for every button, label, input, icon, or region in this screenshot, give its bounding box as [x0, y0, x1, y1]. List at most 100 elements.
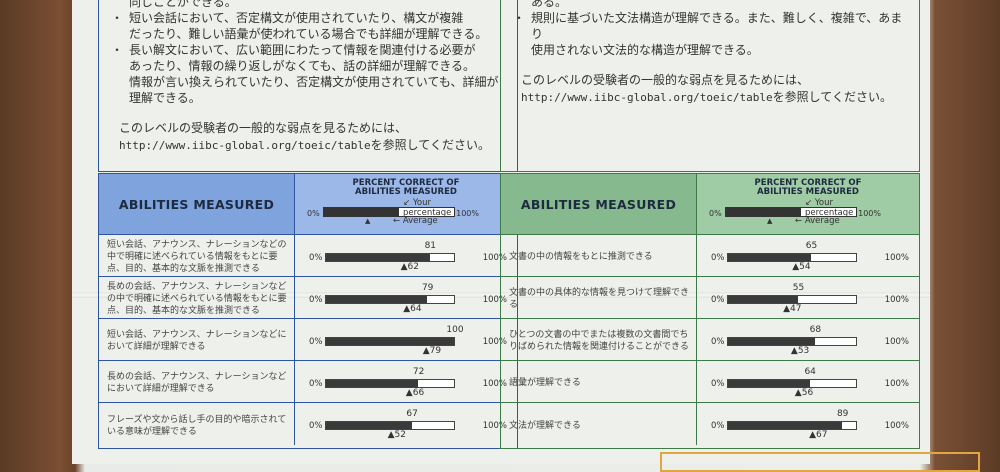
percent-bar-fill	[728, 422, 842, 429]
your-percentage-value: 100	[446, 325, 464, 335]
percent-bar-fill	[326, 380, 419, 387]
bullet-line: 理解できる。	[129, 91, 201, 105]
percent-bar-fill	[326, 422, 412, 429]
note-tail: を参照してください。	[370, 138, 490, 152]
bar-zero-label: 0%	[309, 295, 323, 305]
bar-hundred-label: 100%	[884, 421, 909, 431]
ability-description: フレーズや文から話し手の目的や暗示されている意味が理解できる	[99, 403, 295, 445]
legend-bar	[725, 207, 857, 217]
note-url[interactable]: http://www.iibc-global.org/toeic/table	[119, 139, 371, 152]
percent-bar-cell: 0% 100% 67 ▲52	[295, 403, 517, 445]
average-marker: ▲52	[388, 430, 406, 440]
your-percentage-value: 64	[804, 367, 816, 377]
rows: 短い会話、アナウンス、ナレーションなどの中で明確に述べられている情報をもとに要点…	[99, 235, 517, 445]
average-marker-icon: ▲	[422, 346, 430, 356]
bullet-line: 規則に基づいた文法構造が理解できる。また、難しく、複雑で、あまり	[531, 11, 903, 41]
average-value: 47	[790, 304, 802, 314]
average-marker-icon: ▲	[387, 430, 395, 440]
percent-bar-fill	[326, 254, 430, 261]
average-marker: ▲56	[795, 388, 813, 398]
note-tail: を参照してください。	[772, 90, 892, 104]
percent-bar-cell: 0% 100% 79 ▲64	[295, 277, 517, 318]
next-section-box-edge	[660, 452, 980, 472]
percent-bar-track	[727, 421, 857, 430]
percent-bar-cell: 0% 100% 55 ▲47	[697, 277, 919, 318]
legend-average-marker-icon: ▲	[767, 217, 773, 225]
legend-hundred: 100%	[456, 209, 479, 218]
bullet-line: 短い会話において、否定構文が使用されていたり、構文が複雑	[129, 11, 464, 25]
ability-description: 文書の中の具体的な情報を見つけて理解できる	[501, 277, 697, 318]
average-value: 53	[797, 346, 810, 356]
percent-bar-cell: 0% 100% 65 ▲54	[697, 235, 919, 276]
ability-description: 短い会話、アナウンス、ナレーションなどにおいて詳細が理解できる	[99, 319, 295, 360]
bar-hundred-label: 100%	[884, 337, 909, 347]
ability-description: 語彙が理解できる	[501, 361, 697, 402]
ability-description: 長めの会話、アナウンス、ナレーションなどの中で明確に述べられている情報をもとに要…	[99, 277, 295, 318]
listening-description-box: 同じことができる。 短い会話において、否定構文が使用されていたり、構文が複雑 だ…	[98, 0, 518, 172]
average-marker: ▲67	[809, 430, 827, 440]
score-report-page: 同じことができる。 短い会話において、否定構文が使用されていたり、構文が複雑 だ…	[72, 0, 980, 472]
bar-hundred-label: 100%	[884, 379, 909, 389]
average-marker-icon: ▲	[403, 304, 411, 314]
average-marker-icon: ▲	[792, 262, 800, 272]
percent-bar-track	[727, 379, 857, 388]
table-header: ABILITIES MEASURED PERCENT CORRECT OF ABI…	[501, 174, 919, 235]
average-marker: ▲64	[403, 304, 421, 314]
bar-hundred-label: 100%	[482, 421, 507, 431]
note-url[interactable]: http://www.iibc-global.org/toeic/table	[521, 91, 773, 104]
your-percentage-value: 79	[421, 283, 434, 293]
bullet-item: 長い解文において、広い範囲にわたって情報を関連付ける必要が あったり、情報の繰り…	[107, 42, 511, 106]
bullet-item: 規則に基づいた文法構造が理解できる。また、難しく、複雑で、あまり 使用されない文…	[509, 10, 913, 58]
average-marker: ▲66	[406, 388, 424, 398]
ability-row: 語彙が理解できる 0% 100% 64 ▲56	[501, 361, 919, 403]
percent-bar-track	[325, 295, 455, 304]
average-marker-icon: ▲	[794, 388, 802, 398]
ability-row: 短い会話、アナウンス、ナレーションなどにおいて詳細が理解できる 0% 100% …	[99, 319, 517, 361]
ability-row: 長めの会話、アナウンス、ナレーションなどにおいて詳細が理解できる 0% 100%…	[99, 361, 517, 403]
ability-description: ひとつの文書の中でまたは複数の文書間でちりばめられた情報を関連付けることができる	[501, 319, 697, 360]
your-percentage-value: 89	[836, 409, 849, 419]
percent-bar-fill	[326, 338, 454, 345]
legend-average: ← Average	[795, 216, 840, 226]
bullet-line: だったり、難しい語彙が使われている場合でも詳細が理解できる。	[129, 27, 488, 41]
note-line: このレベルの受験者の一般的な弱点を見るためには、	[521, 73, 810, 87]
bar-zero-label: 0%	[711, 421, 725, 431]
table-header: ABILITIES MEASURED PERCENT CORRECT OF ABI…	[99, 174, 517, 235]
average-marker: ▲79	[423, 346, 441, 356]
percent-bar-cell: 0% 100% 68 ▲53	[697, 319, 919, 360]
percent-bar-fill	[728, 338, 816, 345]
ability-row: 文書の中の具体的な情報を見つけて理解できる 0% 100% 55 ▲47	[501, 277, 919, 319]
bar-zero-label: 0%	[711, 337, 725, 347]
legend-zero: 0%	[307, 209, 320, 218]
listening-abilities-table: ABILITIES MEASURED PERCENT CORRECT OF ABI…	[98, 173, 518, 449]
bar-hundred-label: 100%	[482, 379, 507, 389]
legend-your-percentage: ↙ Your percentage	[805, 198, 854, 218]
average-value: 54	[799, 262, 811, 272]
legend-bar	[323, 207, 455, 217]
percent-bar-cell: 0% 100% 100 ▲79	[295, 319, 517, 360]
average-marker: ▲54	[792, 262, 810, 272]
average-marker: ▲47	[783, 304, 801, 314]
average-marker: ▲53	[791, 346, 809, 356]
bullet-line: 使用されない文法的な構造が理解できる。	[531, 43, 759, 57]
ability-row: フレーズや文から話し手の目的や暗示されている意味が理解できる 0% 100% 6…	[99, 403, 517, 445]
percent-bar-track	[727, 253, 857, 262]
bullet-line: あったり、情報の繰り返しがなくても、話の詳細が理解できる。	[129, 59, 475, 73]
percent-bar-cell: 0% 100% 81 ▲62	[295, 235, 517, 276]
bar-hundred-label: 100%	[884, 295, 909, 305]
ability-row: 文書の中の情報をもとに推測できる 0% 100% 65 ▲54	[501, 235, 919, 277]
bar-zero-label: 0%	[711, 253, 725, 263]
your-percentage-value: 72	[412, 367, 425, 377]
ability-description: 文法が理解できる	[501, 403, 697, 445]
average-value: 56	[801, 388, 814, 398]
average-marker-icon: ▲	[783, 304, 791, 314]
legend-average: ← Average	[393, 216, 438, 226]
bar-zero-label: 0%	[309, 337, 323, 347]
description-line: ある。	[531, 0, 568, 9]
legend-average-marker-icon: ▲	[365, 217, 371, 225]
note-line: このレベルの受験者の一般的な弱点を見るためには、	[119, 121, 408, 135]
pc-title-line2: ABILITIES MEASURED	[757, 187, 859, 197]
weakness-note: このレベルの受験者の一般的な弱点を見るためには、 http://www.iibc…	[107, 120, 511, 154]
rows: 文書の中の情報をもとに推測できる 0% 100% 65 ▲54 文書の中の具体的…	[501, 235, 919, 445]
bar-legend: 0% 100% ↙ Your percentage ▲ ← Average	[307, 198, 479, 226]
